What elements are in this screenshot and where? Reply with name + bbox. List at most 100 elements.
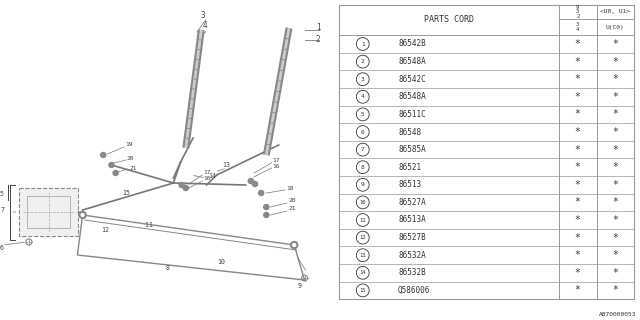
Text: *: * [612, 268, 618, 278]
Text: 2: 2 [316, 36, 321, 44]
Bar [19, 188, 79, 236]
Text: *: * [612, 39, 618, 49]
Circle shape [356, 231, 369, 244]
Text: *: * [612, 162, 618, 172]
Text: 16: 16 [273, 164, 280, 169]
Text: 1: 1 [316, 23, 321, 33]
Circle shape [291, 242, 298, 249]
Circle shape [356, 196, 369, 209]
Text: 5: 5 [0, 191, 4, 197]
Circle shape [356, 249, 369, 262]
Circle shape [79, 212, 86, 219]
Text: 86513: 86513 [398, 180, 421, 189]
Text: *: * [575, 162, 580, 172]
Text: *: * [575, 109, 580, 119]
Text: 86542C: 86542C [398, 75, 426, 84]
Text: *: * [612, 57, 618, 67]
Text: 86548: 86548 [398, 127, 421, 137]
Text: *: * [575, 268, 580, 278]
Circle shape [81, 214, 84, 216]
Text: 6: 6 [361, 130, 365, 134]
Circle shape [356, 143, 369, 156]
Text: 2: 2 [361, 59, 365, 64]
Text: *: * [575, 127, 580, 137]
Text: 21: 21 [129, 165, 136, 171]
Text: 20: 20 [127, 156, 134, 162]
Text: *: * [612, 74, 618, 84]
Text: *: * [575, 233, 580, 243]
Text: 20: 20 [288, 198, 296, 204]
Text: *: * [575, 92, 580, 102]
Text: 86585A: 86585A [398, 145, 426, 154]
Text: *: * [612, 109, 618, 119]
Text: 16: 16 [204, 175, 211, 180]
Text: 13: 13 [222, 162, 230, 168]
Text: 5: 5 [361, 112, 365, 117]
Text: 15: 15 [122, 190, 130, 196]
Text: *: * [612, 180, 618, 190]
Text: 86527B: 86527B [398, 233, 426, 242]
Text: 4: 4 [202, 20, 207, 29]
Circle shape [259, 190, 264, 196]
Text: 15: 15 [360, 288, 366, 293]
Text: 19: 19 [125, 142, 132, 148]
Text: *: * [612, 92, 618, 102]
Bar [27, 196, 70, 228]
Text: *: * [612, 127, 618, 137]
Text: 11: 11 [360, 218, 366, 222]
Text: Q586006: Q586006 [398, 286, 431, 295]
Text: 10: 10 [217, 259, 225, 265]
Text: *: * [612, 145, 618, 155]
Text: 14: 14 [209, 173, 216, 179]
Circle shape [356, 179, 369, 191]
Text: U(C0): U(C0) [606, 25, 625, 30]
Text: *: * [612, 250, 618, 260]
Circle shape [356, 266, 369, 279]
Circle shape [264, 212, 269, 218]
Text: *: * [575, 285, 580, 295]
Text: 1: 1 [361, 42, 365, 46]
Text: 86548A: 86548A [398, 92, 426, 101]
Text: *: * [575, 145, 580, 155]
Text: *: * [575, 180, 580, 190]
Circle shape [356, 55, 369, 68]
Text: 12: 12 [101, 227, 109, 233]
Text: 86513A: 86513A [398, 215, 426, 225]
Text: *: * [575, 250, 580, 260]
Text: *: * [612, 285, 618, 295]
Circle shape [356, 73, 369, 86]
Text: *: * [612, 233, 618, 243]
Text: 4: 4 [361, 94, 365, 99]
Text: *: * [575, 197, 580, 207]
Circle shape [356, 214, 369, 227]
Text: 9
3
2: 9 3 2 [576, 5, 579, 19]
Circle shape [183, 186, 188, 190]
Text: 17: 17 [273, 158, 280, 164]
Circle shape [100, 153, 106, 157]
Text: *: * [575, 215, 580, 225]
Circle shape [292, 244, 296, 246]
Circle shape [356, 38, 369, 50]
Text: 11: 11 [145, 222, 157, 228]
Text: 86532B: 86532B [398, 268, 426, 277]
Circle shape [264, 204, 269, 210]
Circle shape [248, 179, 253, 183]
Circle shape [113, 171, 118, 175]
Text: 10: 10 [360, 200, 366, 205]
Text: *: * [612, 215, 618, 225]
Text: 17: 17 [204, 171, 211, 175]
Circle shape [356, 284, 369, 297]
Text: 86527A: 86527A [398, 198, 426, 207]
Circle shape [356, 161, 369, 173]
Circle shape [356, 90, 369, 103]
Text: *: * [575, 39, 580, 49]
Text: *: * [612, 197, 618, 207]
Circle shape [109, 163, 114, 167]
Text: 18: 18 [286, 187, 293, 191]
Text: A870000053: A870000053 [599, 312, 637, 317]
Text: 8: 8 [165, 265, 169, 271]
Circle shape [252, 181, 257, 187]
Text: 86521: 86521 [398, 163, 421, 172]
Text: 86511C: 86511C [398, 110, 426, 119]
Text: *: * [575, 74, 580, 84]
